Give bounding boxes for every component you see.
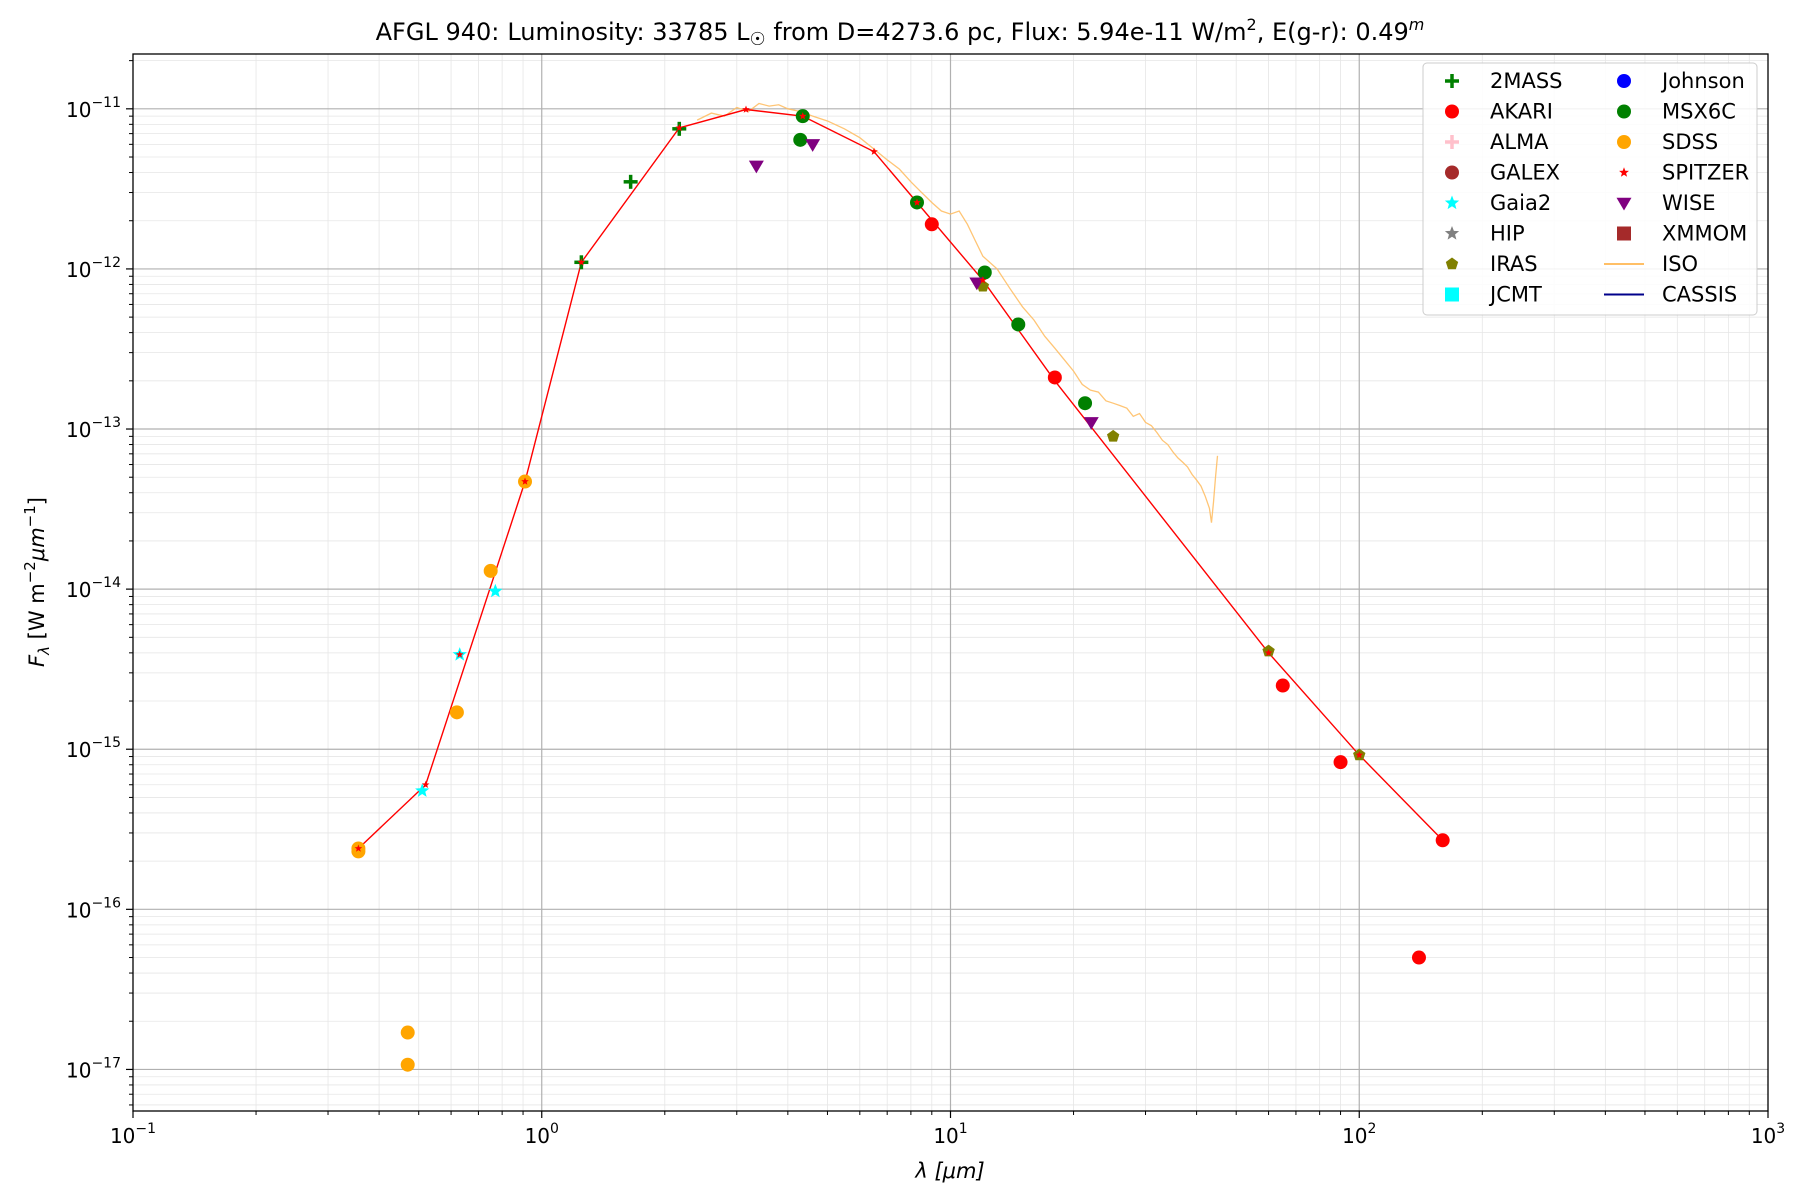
akari-point xyxy=(924,217,939,232)
sdss-point xyxy=(449,705,464,720)
spitzer-point xyxy=(521,477,529,485)
spitzer-point xyxy=(979,276,987,284)
wise-point xyxy=(748,160,764,174)
axis-ticks xyxy=(126,60,1769,1118)
legend-marker-iras xyxy=(1445,257,1459,270)
legend-label-iras: IRAS xyxy=(1490,252,1538,276)
x-tick-label: 100 xyxy=(525,1121,559,1148)
photometry-points xyxy=(351,105,1450,1072)
y-tick-label: 10−11 xyxy=(66,95,121,122)
x-tick-label: 10−1 xyxy=(110,1121,156,1148)
legend-label-galex: GALEX xyxy=(1490,161,1560,185)
spitzer-point xyxy=(1355,751,1364,759)
legend-label-alma: ALMA xyxy=(1490,130,1549,154)
akari-point xyxy=(1435,833,1450,848)
legend-label-hip: HIP xyxy=(1490,222,1525,246)
legend-label-jcmt: JCMT xyxy=(1488,283,1542,307)
x-tick-label: 103 xyxy=(1751,1121,1785,1148)
plot-area xyxy=(351,102,1450,1072)
legend-marker-xmmom xyxy=(1617,226,1631,241)
legend-marker-akari xyxy=(1445,104,1459,119)
spitzer-point xyxy=(577,258,586,266)
msx6c-point xyxy=(1078,396,1093,411)
legend-marker-galex xyxy=(1445,165,1459,180)
legend-marker-2mass xyxy=(1445,74,1459,88)
spitzer-point xyxy=(913,198,921,206)
wise-point xyxy=(969,277,985,291)
legend-label-2mass: 2MASS xyxy=(1490,69,1563,93)
legend-marker-spitzer xyxy=(1619,167,1629,177)
x-tick-labels: 10−1 100 101 102 103 xyxy=(110,1121,1785,1148)
legend-label-johnson: Johnson xyxy=(1660,69,1745,93)
model-line xyxy=(357,108,1444,849)
chart-title: AFGL 940: Luminosity: 33785 L☉ from D=427… xyxy=(376,15,1425,50)
msx6c-point xyxy=(1011,317,1026,332)
sdss-point xyxy=(400,1025,415,1040)
legend-marker-johnson xyxy=(1617,74,1631,88)
y-tick-label: 10−16 xyxy=(66,895,121,922)
x-axis-label: λ [μm] xyxy=(914,1159,984,1183)
spitzer-point xyxy=(742,105,750,113)
y-tick-label: 10−14 xyxy=(66,575,121,602)
y-tick-label: 10−12 xyxy=(66,255,121,282)
spitzer-point xyxy=(1264,648,1273,657)
legend-label-spitzer: SPITZER xyxy=(1662,161,1749,185)
iso-spectrum xyxy=(696,102,1219,523)
spitzer-point xyxy=(455,650,464,658)
model-sed-line xyxy=(357,108,1444,849)
legend-marker-sdss xyxy=(1617,135,1631,149)
legend-label-cassis: CASSIS xyxy=(1662,283,1737,307)
legend-label-sdss: SDSS xyxy=(1662,130,1718,154)
y-axis-label: Fλ [W m−2μm−1] xyxy=(21,497,53,667)
spitzer-point xyxy=(870,147,878,155)
spitzer-point xyxy=(798,112,807,120)
y-tick-labels: 10−17 10−16 10−15 10−14 10−13 10−12 10−11 xyxy=(66,95,121,1083)
2mass-point xyxy=(623,174,638,189)
y-tick-label: 10−13 xyxy=(66,415,121,442)
legend-marker-hip xyxy=(1444,226,1460,240)
legend-label-akari: AKARI xyxy=(1490,100,1553,124)
x-tick-label: 101 xyxy=(933,1121,967,1148)
gaia2-point xyxy=(415,783,430,797)
legend-label-wise: WISE xyxy=(1662,191,1716,215)
akari-point xyxy=(1333,755,1348,770)
akari-point xyxy=(1275,678,1290,693)
sdss-point xyxy=(483,563,498,578)
iras-point xyxy=(1106,429,1120,442)
y-tick-label: 10−17 xyxy=(66,1055,121,1082)
legend: 2MASS AKARI ALMA GALEX Gaia2 HIP IRAS JCMT Johns… xyxy=(1422,62,1758,316)
y-tick-label: 10−15 xyxy=(66,735,121,762)
iso-spectrum-line xyxy=(696,102,1219,523)
akari-point xyxy=(1411,950,1426,965)
legend-marker-gaia2 xyxy=(1444,195,1460,210)
gaia2-point xyxy=(488,583,503,598)
legend-marker-jcmt xyxy=(1445,287,1459,302)
spitzer-point xyxy=(421,780,430,788)
legend-label-iso: ISO xyxy=(1662,252,1698,276)
legend-marker-wise xyxy=(1616,197,1632,211)
legend-label-msx6c: MSX6C xyxy=(1662,100,1736,124)
wise-point xyxy=(1083,417,1099,430)
spitzer-point xyxy=(675,123,684,132)
legend-marker-msx6c xyxy=(1617,104,1631,119)
legend-label-gaia2: Gaia2 xyxy=(1490,191,1551,215)
legend-label-xmmom: XMMOM xyxy=(1662,222,1747,246)
wise-point xyxy=(805,139,821,152)
spitzer-point xyxy=(1051,376,1059,385)
msx6c-point xyxy=(977,265,992,280)
sdss-point xyxy=(400,1057,415,1072)
x-tick-label: 102 xyxy=(1342,1121,1376,1148)
legend-box xyxy=(1422,62,1758,316)
msx6c-point xyxy=(793,132,808,147)
legend-marker-alma xyxy=(1445,135,1459,149)
spitzer-point xyxy=(354,844,363,852)
